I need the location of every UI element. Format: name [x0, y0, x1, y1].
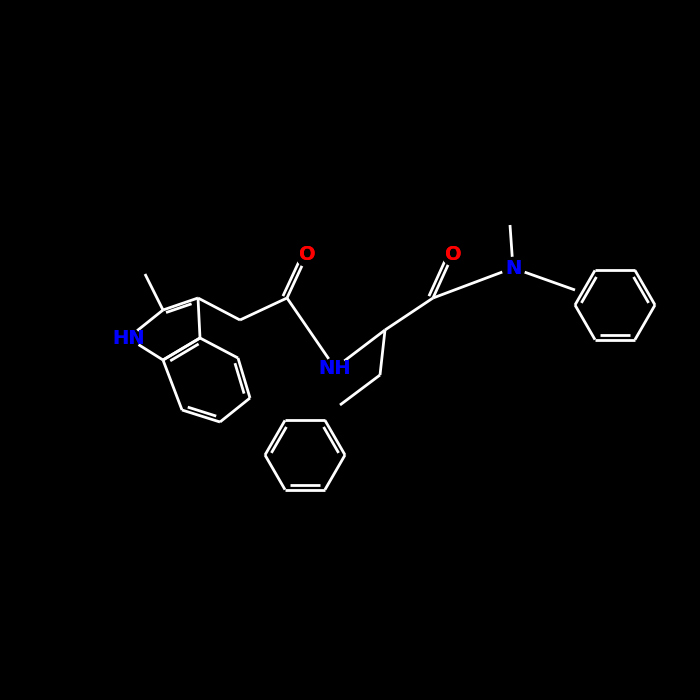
Text: O: O	[444, 244, 461, 263]
Text: O: O	[299, 246, 315, 265]
Text: O: O	[299, 246, 315, 265]
Text: N: N	[505, 258, 521, 277]
Text: NH: NH	[318, 358, 351, 377]
Text: NH: NH	[318, 358, 351, 377]
Text: O: O	[444, 244, 461, 263]
Text: HN: HN	[112, 328, 144, 347]
Text: HN: HN	[112, 328, 144, 347]
Text: N: N	[505, 258, 521, 277]
